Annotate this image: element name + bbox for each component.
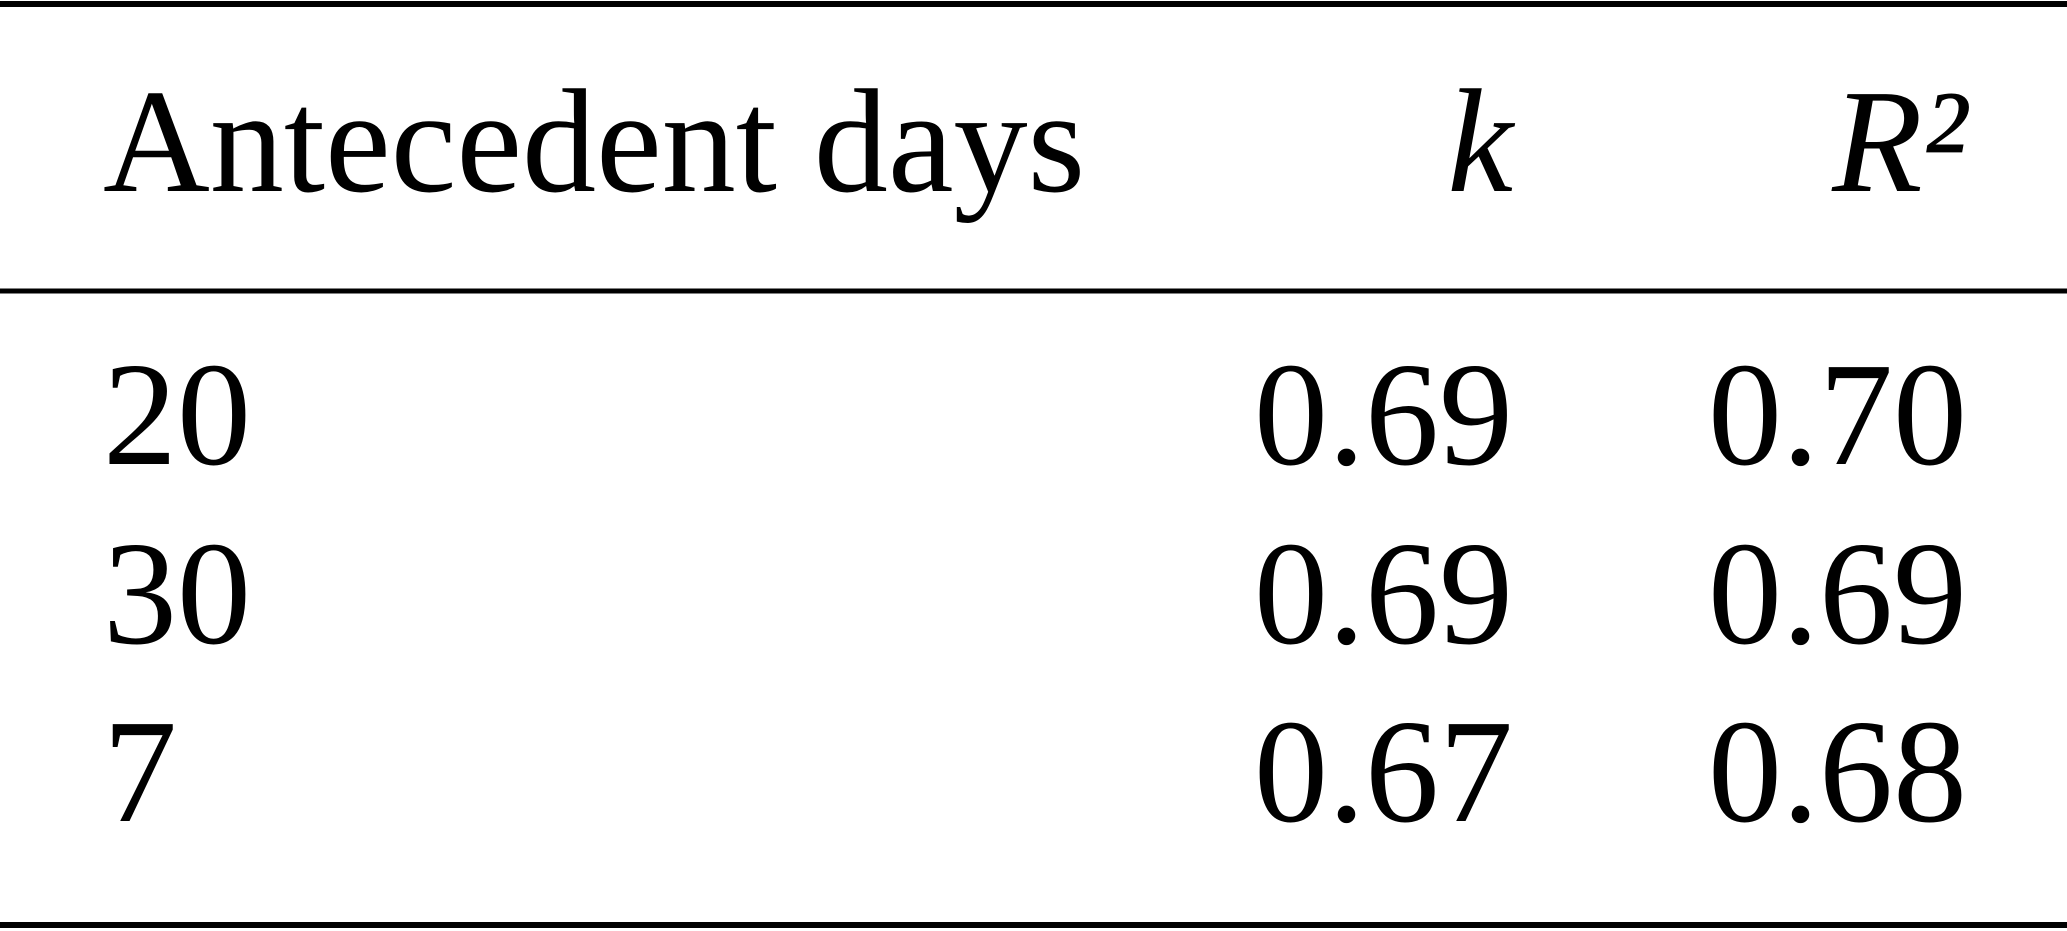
- cell: 0.70: [1708, 333, 1967, 497]
- cell: 0.67: [1254, 690, 1513, 854]
- cell: 0.69: [1254, 512, 1513, 676]
- cell: 30: [103, 512, 251, 676]
- cell: 20: [103, 333, 251, 497]
- cell: 7: [103, 690, 177, 854]
- cell: 0.69: [1254, 333, 1513, 497]
- cell: 0.69: [1708, 512, 1967, 676]
- cell: 0.68: [1708, 690, 1967, 854]
- header-cell: R²: [1831, 60, 1969, 224]
- header-cell: k: [1447, 60, 1515, 224]
- header-cell: Antecedent days: [103, 60, 1085, 224]
